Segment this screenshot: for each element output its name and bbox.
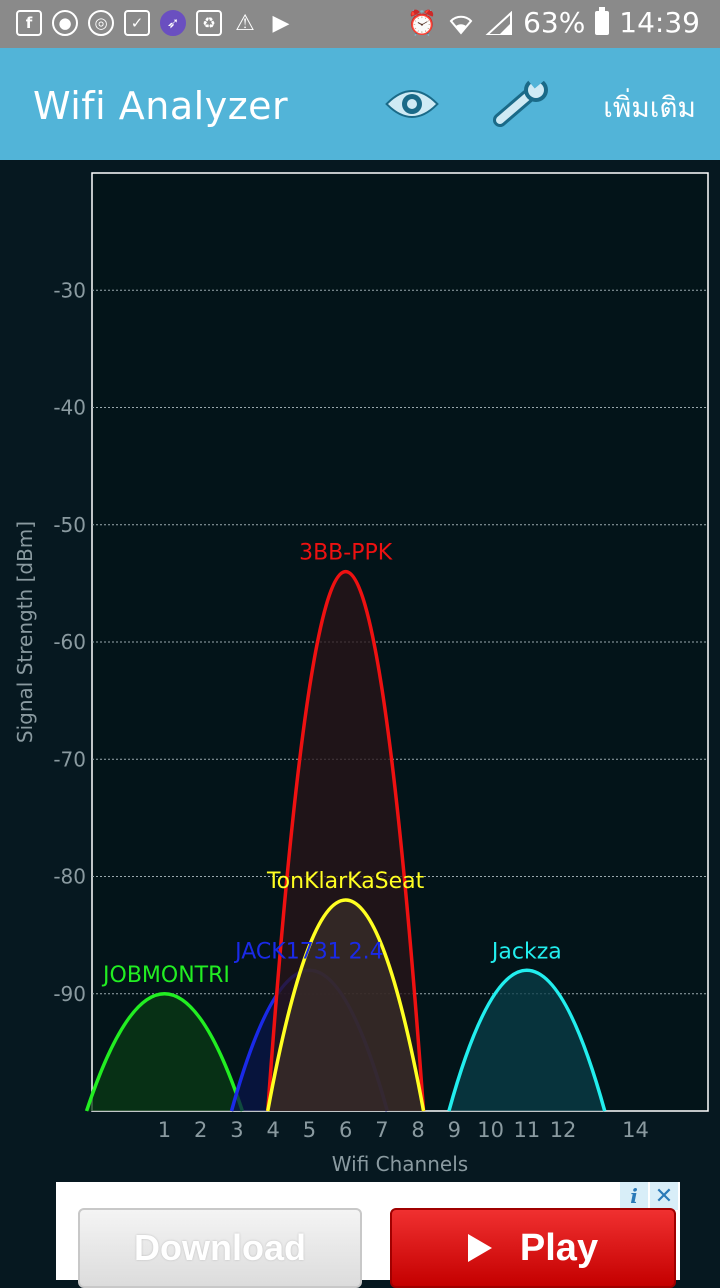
more-menu-button[interactable]: เพิ่มเติม xyxy=(603,91,696,124)
x-tick-label: 9 xyxy=(448,1118,461,1142)
ad-download-button[interactable]: Download xyxy=(78,1208,362,1288)
x-tick-label: 6 xyxy=(339,1118,352,1142)
ad-banner[interactable]: i ✕ Download Play xyxy=(56,1182,680,1288)
network-label: 3BB-PPK xyxy=(299,541,393,566)
network-label: TonKlarKaSeat xyxy=(266,869,425,894)
recycle-icon: ♻ xyxy=(196,10,222,36)
battery-percent: 63% xyxy=(523,6,586,39)
instagram-icon: ◎ xyxy=(88,10,114,36)
y-tick-label: -60 xyxy=(53,630,86,654)
y-tick-label: -30 xyxy=(53,278,86,302)
y-tick-label: -70 xyxy=(53,747,86,771)
network-curve-line xyxy=(84,992,245,1112)
status-bar: f ● ◎ ✓ ➶ ♻ ⚠ ▶ ⏰ 63% 14:39 xyxy=(0,0,720,48)
warning-icon: ⚠ xyxy=(235,10,255,36)
clock: 14:39 xyxy=(619,6,700,39)
app-bar: Wifi Analyzer เพิ่มเติม xyxy=(0,48,720,160)
network-label: JOBMONTRI xyxy=(101,963,230,988)
x-tick-label: 11 xyxy=(513,1118,540,1142)
notification-icons: f ● ◎ ✓ ➶ ♻ ⚠ ▶ xyxy=(16,10,294,36)
x-tick-label: 14 xyxy=(622,1118,649,1142)
x-tick-label: 1 xyxy=(158,1118,171,1142)
ad-play-label: Play xyxy=(519,1226,599,1269)
network-label: Jackza xyxy=(490,939,562,964)
system-status: ⏰ 63% 14:39 xyxy=(407,6,700,39)
network-curve-line xyxy=(265,570,426,1112)
network-curve xyxy=(447,968,607,1112)
phone-check-icon: ✓ xyxy=(124,10,150,36)
facebook-icon: f xyxy=(16,10,42,36)
x-tick-label: 3 xyxy=(230,1118,243,1142)
cell-signal-icon xyxy=(485,10,513,35)
y-axis-label: Signal Strength [dBm] xyxy=(13,521,37,743)
y-tick-label: -50 xyxy=(53,513,86,537)
rocket-icon: ➶ xyxy=(160,10,186,36)
ad-play-button[interactable]: Play xyxy=(390,1208,676,1288)
y-tick-label: -90 xyxy=(53,982,86,1006)
x-tick-label: 10 xyxy=(477,1118,504,1142)
network-label: JACK1731 2.4 xyxy=(233,939,384,964)
ad-info-icon[interactable]: i xyxy=(620,1182,648,1210)
network-curve-line xyxy=(266,898,426,1112)
x-tick-label: 5 xyxy=(303,1118,316,1142)
wrench-icon[interactable] xyxy=(492,71,554,128)
x-tick-label: 12 xyxy=(550,1118,577,1142)
alarm-icon: ⏰ xyxy=(407,8,438,37)
network-curve-line xyxy=(447,968,607,1112)
x-tick-label: 7 xyxy=(375,1118,388,1142)
app-title: Wifi Analyzer xyxy=(33,84,289,128)
signal-chart: -30 -40 -50 -60 -70 -80 -90 JOBMONTRI JACK1731 2… xyxy=(0,160,720,1180)
play-icon xyxy=(467,1234,492,1262)
eye-icon[interactable] xyxy=(384,82,440,126)
wifi-icon xyxy=(447,11,475,35)
x-tick-label: 8 xyxy=(411,1118,424,1142)
play-store-icon: ▶ xyxy=(272,10,290,36)
x-tick-label: 4 xyxy=(266,1118,279,1142)
ad-close-icon[interactable]: ✕ xyxy=(650,1182,678,1210)
network-curve xyxy=(266,898,426,1112)
network-curve xyxy=(84,992,245,1112)
x-tick-label: 2 xyxy=(194,1118,207,1142)
x-axis-label: Wifi Channels xyxy=(332,1152,468,1176)
y-tick-label: -40 xyxy=(53,396,86,420)
battery-icon xyxy=(595,6,610,35)
record-icon: ● xyxy=(52,10,78,36)
y-tick-label: -80 xyxy=(53,865,86,889)
